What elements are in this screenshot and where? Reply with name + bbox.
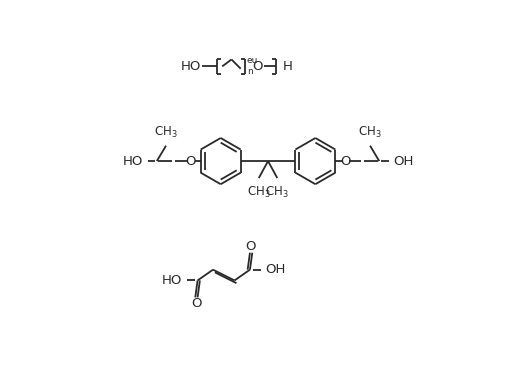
Text: HO: HO: [181, 60, 201, 73]
Text: n: n: [247, 66, 253, 76]
Text: CH$_3$: CH$_3$: [358, 124, 382, 139]
Text: O: O: [340, 155, 350, 168]
Text: CH$_3$: CH$_3$: [247, 185, 270, 200]
Text: O: O: [191, 297, 202, 310]
Text: O: O: [253, 60, 263, 73]
Text: eu: eu: [247, 56, 258, 65]
Text: O: O: [245, 240, 256, 253]
Text: CH$_3$: CH$_3$: [266, 185, 289, 200]
Text: O: O: [186, 155, 196, 168]
Text: HO: HO: [122, 155, 143, 168]
Text: OH: OH: [393, 155, 414, 168]
Text: H: H: [282, 60, 292, 73]
Text: OH: OH: [265, 263, 286, 276]
Text: CH$_3$: CH$_3$: [154, 124, 178, 139]
Text: HO: HO: [162, 274, 182, 287]
